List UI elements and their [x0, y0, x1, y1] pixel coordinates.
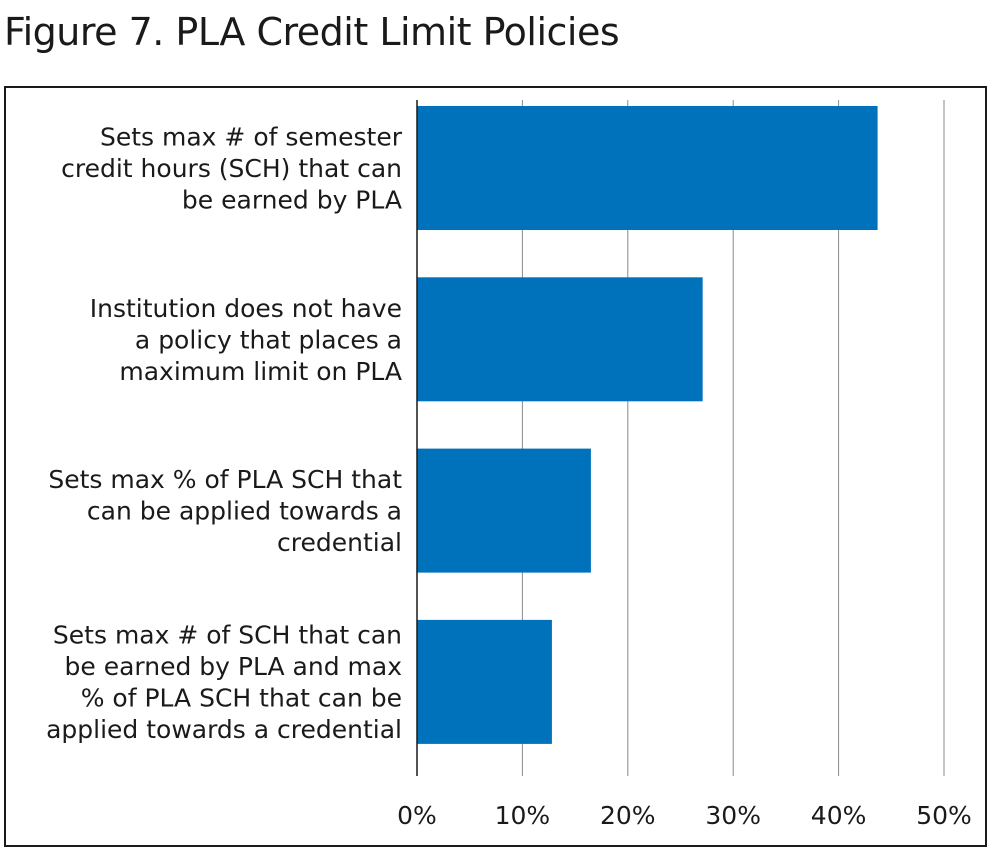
category-label-line: credit hours (SCH) that can: [61, 154, 402, 183]
category-label-line: be earned by PLA and max: [65, 652, 402, 681]
tick-labels: 0% 10% 20% 30% 40% 50%: [397, 801, 972, 830]
x-tick-label: 0%: [397, 801, 437, 830]
category-label-line: can be applied towards a: [87, 497, 402, 526]
x-tick-label: 30%: [705, 801, 761, 830]
x-tick-label: 10%: [495, 801, 551, 830]
category-label-line: Sets max # of semester: [100, 123, 403, 152]
category-label-3: Sets max % of PLA SCH that can be applied…: [48, 465, 402, 557]
category-label-line: be earned by PLA: [182, 186, 402, 215]
category-label-line: applied towards a credential: [46, 715, 402, 744]
chart-frame: Sets max # of semester credit hours (SCH)…: [4, 86, 987, 847]
category-label-line: credential: [277, 528, 402, 557]
category-label-line: % of PLA SCH that can be: [81, 684, 402, 713]
category-label-line: Institution does not have: [90, 294, 402, 323]
x-tick-label: 40%: [811, 801, 867, 830]
category-label-line: maximum limit on PLA: [119, 357, 402, 386]
bars: [417, 106, 878, 744]
bar-3: [417, 448, 591, 573]
category-label-line: Sets max % of PLA SCH that: [48, 465, 402, 494]
bar-1: [417, 106, 878, 230]
x-tick-label: 20%: [600, 801, 656, 830]
category-label-line: Sets max # of SCH that can: [53, 621, 402, 650]
chart-title: Figure 7. PLA Credit Limit Policies: [4, 10, 620, 54]
category-label-line: a policy that places a: [135, 325, 402, 354]
bar-2: [417, 277, 703, 402]
x-tick-label: 50%: [916, 801, 972, 830]
bar-4: [417, 619, 552, 744]
